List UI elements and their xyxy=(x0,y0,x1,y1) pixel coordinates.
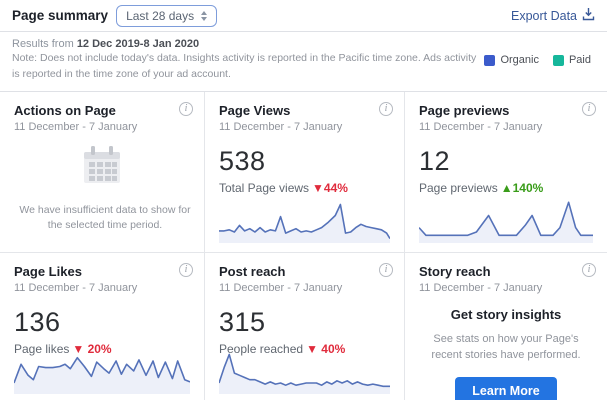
card-page-views: Page Views 11 December - 7 January i 538… xyxy=(205,91,405,253)
card-title: Page Likes xyxy=(14,263,82,279)
metric-row: People reached ▼ 40% xyxy=(219,342,390,356)
post-reach-sparkline xyxy=(219,350,390,394)
sort-caret-icon xyxy=(201,10,208,21)
card-post-reach: Post reach 11 December - 7 January i 315… xyxy=(205,252,405,400)
insufficient-data-message: We have insufficient data to show for th… xyxy=(19,203,191,231)
card-date-range: 11 December - 7 January xyxy=(219,120,343,133)
info-icon[interactable]: i xyxy=(379,262,393,277)
page-views-sparkline xyxy=(219,199,390,243)
metric-label: People reached xyxy=(219,341,304,356)
story-promo-title: Get story insights xyxy=(450,306,562,322)
change-badge: ▼ 20% xyxy=(72,341,112,356)
info-icon[interactable]: i xyxy=(582,101,596,116)
info-icon[interactable]: i xyxy=(582,262,596,277)
results-dates: 12 Dec 2019-8 Jan 2020 xyxy=(76,38,200,50)
card-date-range: 11 December - 7 January xyxy=(419,281,543,294)
card-title: Story reach xyxy=(419,263,491,279)
change-badge: ▲140% xyxy=(500,180,544,195)
metric-label: Total Page views xyxy=(219,180,310,195)
paid-swatch-icon xyxy=(552,54,564,66)
change-badge: ▼ 40% xyxy=(306,341,346,356)
summary-cards-grid: Actions on Page 11 December - 7 January … xyxy=(0,90,607,400)
export-data-link[interactable]: Export Data xyxy=(511,7,595,24)
info-icon[interactable]: i xyxy=(179,101,193,116)
story-promo-text: See stats on how your Page's recent stor… xyxy=(431,332,581,362)
card-page-previews: Page previews 11 December - 7 January i … xyxy=(405,91,607,253)
legend-paid: Paid xyxy=(552,54,591,67)
card-date-range: 11 December - 7 January xyxy=(14,120,138,133)
info-icon[interactable]: i xyxy=(179,262,193,277)
metric-row: Page previews ▲140% xyxy=(419,181,593,195)
post-reach-value: 315 xyxy=(219,306,266,337)
metric-label: Page likes xyxy=(14,341,70,356)
legend-organic: Organic xyxy=(484,54,539,66)
top-bar: Page summary Last 28 days Export Data xyxy=(0,0,607,32)
learn-more-button[interactable]: Learn More xyxy=(455,376,557,400)
page-likes-value: 136 xyxy=(14,306,61,337)
meta-row: Results from 12 Dec 2019-8 Jan 2020 Note… xyxy=(0,32,607,91)
download-icon xyxy=(582,7,595,24)
metric-label: Page previews xyxy=(419,180,498,195)
page-previews-sparkline xyxy=(419,199,593,243)
timezone-note: Note: Does not include today's data. Ins… xyxy=(12,52,477,80)
legend-paid-label: Paid xyxy=(568,54,591,67)
page-previews-value: 12 xyxy=(419,145,451,176)
results-summary: Results from 12 Dec 2019-8 Jan 2020 xyxy=(12,38,200,50)
card-page-likes: Page Likes 11 December - 7 January i 136… xyxy=(0,252,205,400)
date-range-dropdown[interactable]: Last 28 days xyxy=(116,4,218,27)
card-story-reach: Story reach 11 December - 7 January i Ge… xyxy=(405,252,607,400)
calendar-icon xyxy=(81,145,123,191)
card-title: Actions on Page xyxy=(14,102,116,118)
chart-legend: Organic Paid xyxy=(484,54,595,66)
card-title: Page previews xyxy=(419,102,510,118)
export-data-label: Export Data xyxy=(510,8,577,23)
date-range-value: Last 28 days xyxy=(126,8,195,23)
legend-organic-label: Organic xyxy=(500,54,539,67)
card-date-range: 11 December - 7 January xyxy=(219,281,343,294)
card-title: Page Views xyxy=(219,102,291,118)
card-title: Post reach xyxy=(219,263,286,279)
card-date-range: 11 December - 7 January xyxy=(419,120,543,133)
metric-row: Page likes ▼ 20% xyxy=(14,342,190,356)
info-icon[interactable]: i xyxy=(379,101,393,116)
page-views-value: 538 xyxy=(219,145,266,176)
card-actions-on-page: Actions on Page 11 December - 7 January … xyxy=(0,91,205,253)
metric-row: Total Page views ▼44% xyxy=(219,181,390,195)
card-date-range: 11 December - 7 January xyxy=(14,281,138,294)
organic-swatch-icon xyxy=(484,54,496,66)
page-likes-sparkline xyxy=(14,350,190,394)
change-badge: ▼44% xyxy=(312,180,348,195)
page-title: Page summary xyxy=(12,8,109,23)
